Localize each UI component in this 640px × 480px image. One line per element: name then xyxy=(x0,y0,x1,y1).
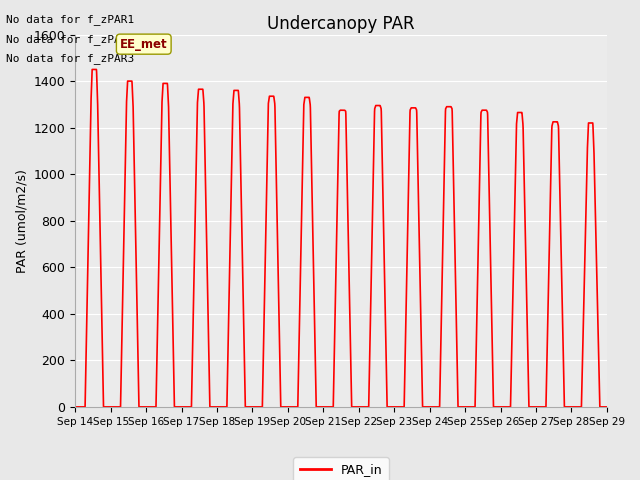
Title: Undercanopy PAR: Undercanopy PAR xyxy=(268,15,415,33)
Legend: PAR_in: PAR_in xyxy=(293,457,388,480)
Text: No data for f_zPAR2: No data for f_zPAR2 xyxy=(6,34,134,45)
Y-axis label: PAR (umol/m2/s): PAR (umol/m2/s) xyxy=(15,169,28,273)
Text: EE_met: EE_met xyxy=(120,37,168,51)
Text: No data for f_zPAR1: No data for f_zPAR1 xyxy=(6,14,134,25)
Text: No data for f_zPAR3: No data for f_zPAR3 xyxy=(6,53,134,64)
